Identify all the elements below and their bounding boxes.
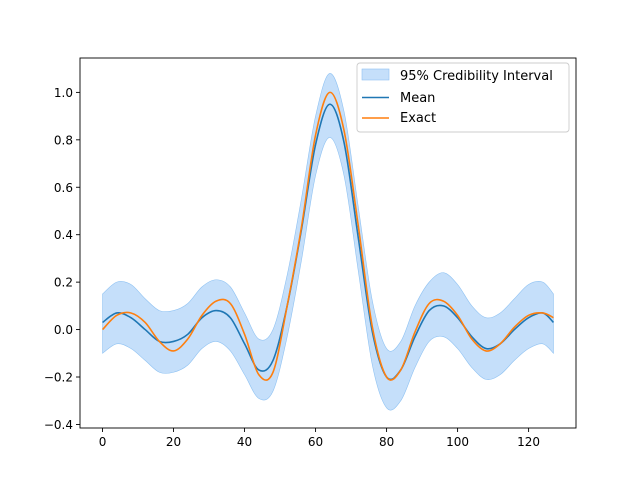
plot-area: [101, 73, 555, 411]
y-tick-label: −0.4: [44, 418, 73, 432]
legend-label-exact: Exact: [400, 111, 436, 126]
credibility-band: [102, 73, 554, 411]
legend-box: [356, 62, 570, 133]
mean-line: [102, 103, 555, 381]
x-tick-label: 60: [308, 435, 323, 449]
x-tick-label: 80: [379, 435, 394, 449]
y-tick-label: 1.0: [54, 86, 73, 100]
x-tick-label: 0: [99, 435, 107, 449]
x-tick-label: 100: [446, 435, 469, 449]
y-axis-ticks: −0.4 −0.2 0.0 0.2 0.4 0.6 0.8 1.0: [44, 86, 80, 432]
x-tick-label: 120: [517, 435, 540, 449]
y-tick-label: 0.2: [54, 276, 73, 290]
y-tick-label: 0.4: [54, 228, 73, 242]
legend-swatch-band: [361, 68, 390, 81]
y-tick-label: −0.2: [44, 371, 73, 385]
legend: 95% Credibility Interval Mean Exact: [356, 62, 570, 133]
x-tick-label: 40: [237, 435, 252, 449]
y-tick-label: 0.6: [54, 181, 73, 195]
legend-label-mean: Mean: [400, 91, 435, 106]
x-tick-label: 20: [166, 435, 181, 449]
legend-label-band: 95% Credibility Interval: [400, 69, 553, 84]
y-tick-label: 0.0: [54, 323, 73, 337]
axes-frame: [79, 57, 577, 429]
x-axis-ticks: 0 20 40 60 80 100 120: [99, 428, 540, 449]
exact-line: [101, 91, 554, 381]
y-tick-label: 0.8: [54, 133, 73, 147]
